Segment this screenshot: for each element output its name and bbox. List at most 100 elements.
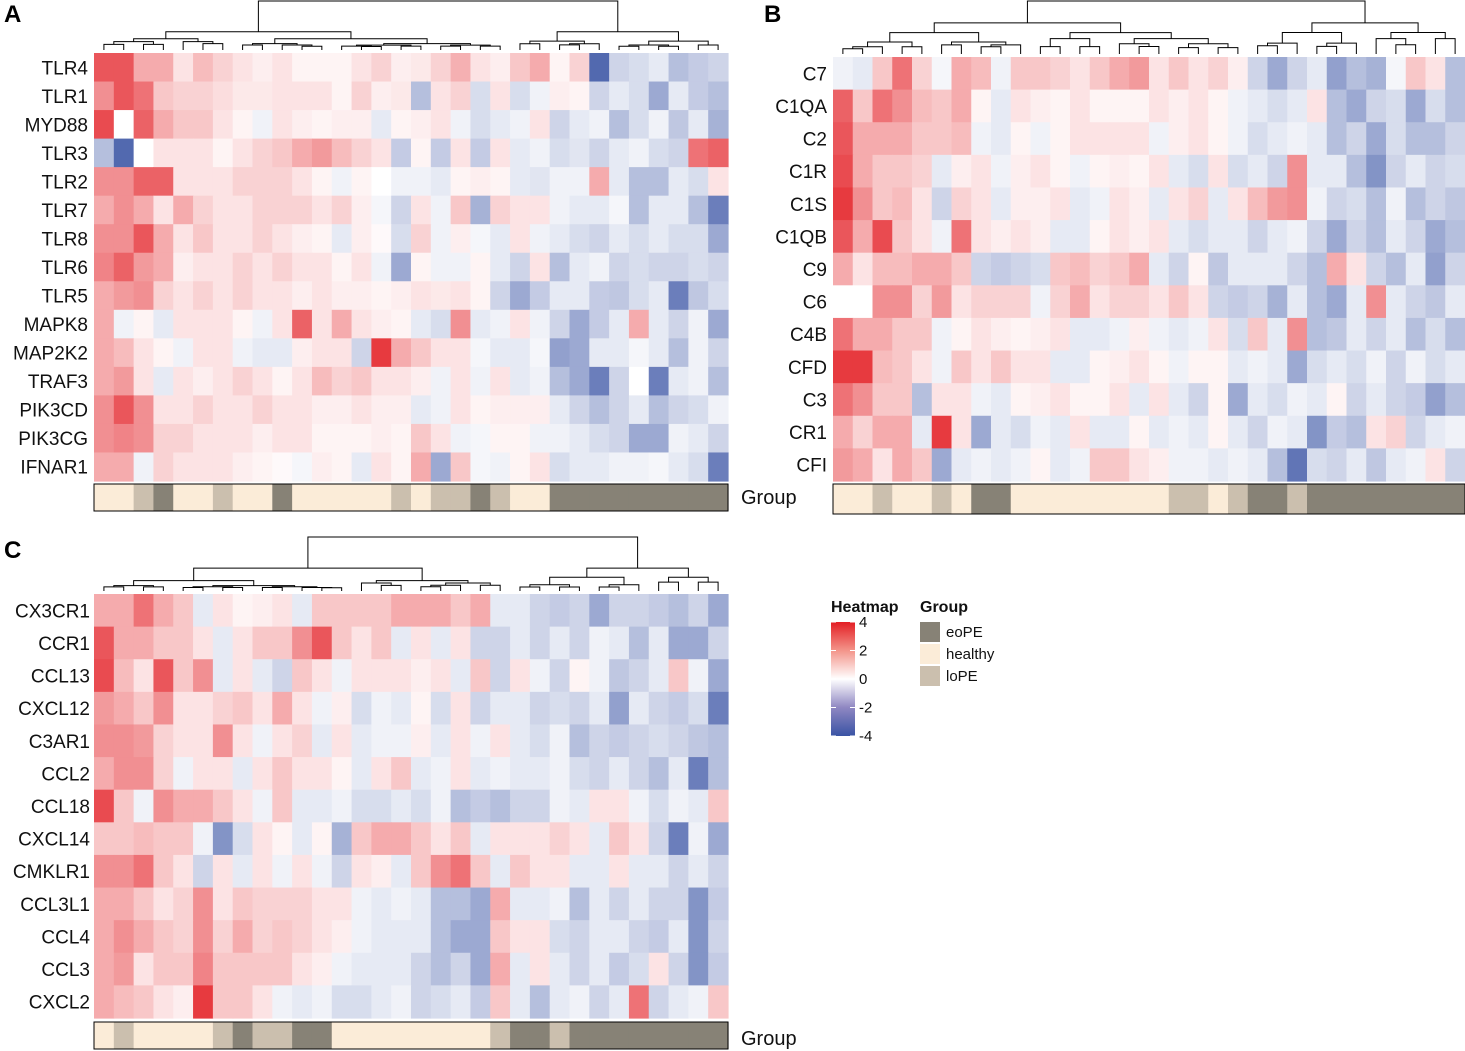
heatmap-cell xyxy=(371,366,392,396)
group-cell xyxy=(133,1022,155,1049)
heatmap-cell xyxy=(1267,220,1288,254)
heatmap-cell xyxy=(931,220,953,254)
dendrogram-branch xyxy=(941,44,962,54)
heatmap-cell xyxy=(971,350,992,384)
heatmap-cell xyxy=(133,452,155,482)
heatmap-cell xyxy=(1405,252,1427,286)
heatmap-cell xyxy=(232,887,254,921)
heatmap-cell xyxy=(1188,187,1209,221)
heatmap-cell xyxy=(292,423,313,454)
heatmap-cell xyxy=(872,154,893,189)
heatmap-cell xyxy=(94,423,115,454)
heatmap-cell xyxy=(113,338,135,368)
heatmap-cell xyxy=(648,395,670,425)
heatmap-cell xyxy=(391,167,412,197)
heatmap-cell xyxy=(430,366,452,396)
heatmap-cell xyxy=(272,138,293,168)
heatmap-cell xyxy=(931,285,953,319)
heatmap-cell xyxy=(272,53,293,83)
heatmap-cell xyxy=(510,281,531,311)
group-cell xyxy=(1307,484,1328,514)
heatmap-cell xyxy=(931,448,953,482)
heatmap-cell xyxy=(1307,154,1328,189)
heatmap-cell xyxy=(951,122,972,156)
heatmap-cell xyxy=(193,659,214,693)
heatmap-cell xyxy=(648,195,670,225)
heatmap-cell xyxy=(212,985,234,1019)
heatmap-cell xyxy=(1010,187,1032,221)
heatmap-cell xyxy=(1149,89,1170,123)
heatmap-cell xyxy=(1228,317,1249,352)
heatmap-cell xyxy=(688,423,709,454)
heatmap-cell xyxy=(430,854,452,889)
heatmap-cell xyxy=(892,252,913,286)
heatmap-cell xyxy=(411,366,432,396)
panel-c-group-bar xyxy=(93,1021,729,1050)
row-label: C1S xyxy=(790,195,827,216)
dendrogram-branch xyxy=(182,587,204,591)
heatmap-cell xyxy=(1307,57,1328,91)
heatmap-cell xyxy=(589,281,610,311)
heatmap-cell xyxy=(1445,415,1465,449)
heatmap-cell xyxy=(1228,154,1249,189)
heatmap-cell xyxy=(668,920,689,954)
dendrogram-branch xyxy=(1316,45,1338,54)
group-cell xyxy=(351,1022,372,1049)
heatmap-cell xyxy=(113,452,135,482)
heatmap-cell xyxy=(1445,383,1465,417)
heatmap-cell xyxy=(430,81,452,111)
heatmap-cell xyxy=(1425,383,1446,417)
heatmap-cell xyxy=(549,985,571,1019)
heatmap-cell xyxy=(133,594,155,628)
heatmap-cell xyxy=(490,309,511,339)
panel-b-heatmap xyxy=(833,57,1465,482)
heatmap-cell xyxy=(872,350,893,384)
group-cell xyxy=(450,484,472,511)
heatmap-cell xyxy=(371,854,392,889)
heatmap-cell xyxy=(1267,448,1288,482)
heatmap-cell xyxy=(668,659,689,693)
heatmap-cell xyxy=(292,822,313,856)
heatmap-cell xyxy=(1149,350,1170,384)
heatmap-cell xyxy=(1188,57,1209,91)
heatmap-cell xyxy=(470,691,491,726)
heatmap-cell xyxy=(589,395,610,425)
heatmap-cell xyxy=(212,920,234,954)
heatmap-cell xyxy=(430,138,452,168)
heatmap-cell xyxy=(912,220,933,254)
heatmap-cell xyxy=(371,309,392,339)
heatmap-cell xyxy=(292,724,313,758)
heatmap-cell xyxy=(153,81,174,111)
group-cell xyxy=(272,484,293,511)
row-label: IFNAR1 xyxy=(20,458,88,479)
heatmap-cell xyxy=(292,920,313,954)
heatmap-cell xyxy=(153,691,174,726)
heatmap-cell xyxy=(371,594,392,628)
heatmap-cell xyxy=(351,626,372,660)
heatmap-cell xyxy=(331,252,353,282)
group-cell xyxy=(490,1022,511,1049)
heatmap-cell xyxy=(470,887,491,921)
heatmap-cell xyxy=(252,252,273,282)
heatmap-cell xyxy=(991,57,1012,91)
heatmap-cell xyxy=(1366,154,1387,189)
heatmap-cell xyxy=(1326,89,1348,123)
heatmap-cell xyxy=(852,154,874,189)
heatmap-cell xyxy=(391,887,412,921)
row-label: TLR1 xyxy=(42,87,88,108)
heatmap-cell xyxy=(628,395,650,425)
heatmap-cell xyxy=(1346,57,1367,91)
heatmap-cell xyxy=(951,383,972,417)
heatmap-cell xyxy=(193,757,214,791)
heatmap-cell xyxy=(549,822,571,856)
group-cell xyxy=(951,484,972,514)
dendrogram-branch xyxy=(271,586,318,588)
heatmap-cell xyxy=(628,53,650,83)
heatmap-cell xyxy=(549,789,571,823)
heatmap-cell xyxy=(1050,122,1071,156)
heatmap-cell xyxy=(113,659,135,693)
heatmap-cell xyxy=(872,57,893,91)
heatmap-cell xyxy=(648,887,670,921)
heatmap-cell xyxy=(411,53,432,83)
heatmap-cell xyxy=(371,724,392,758)
